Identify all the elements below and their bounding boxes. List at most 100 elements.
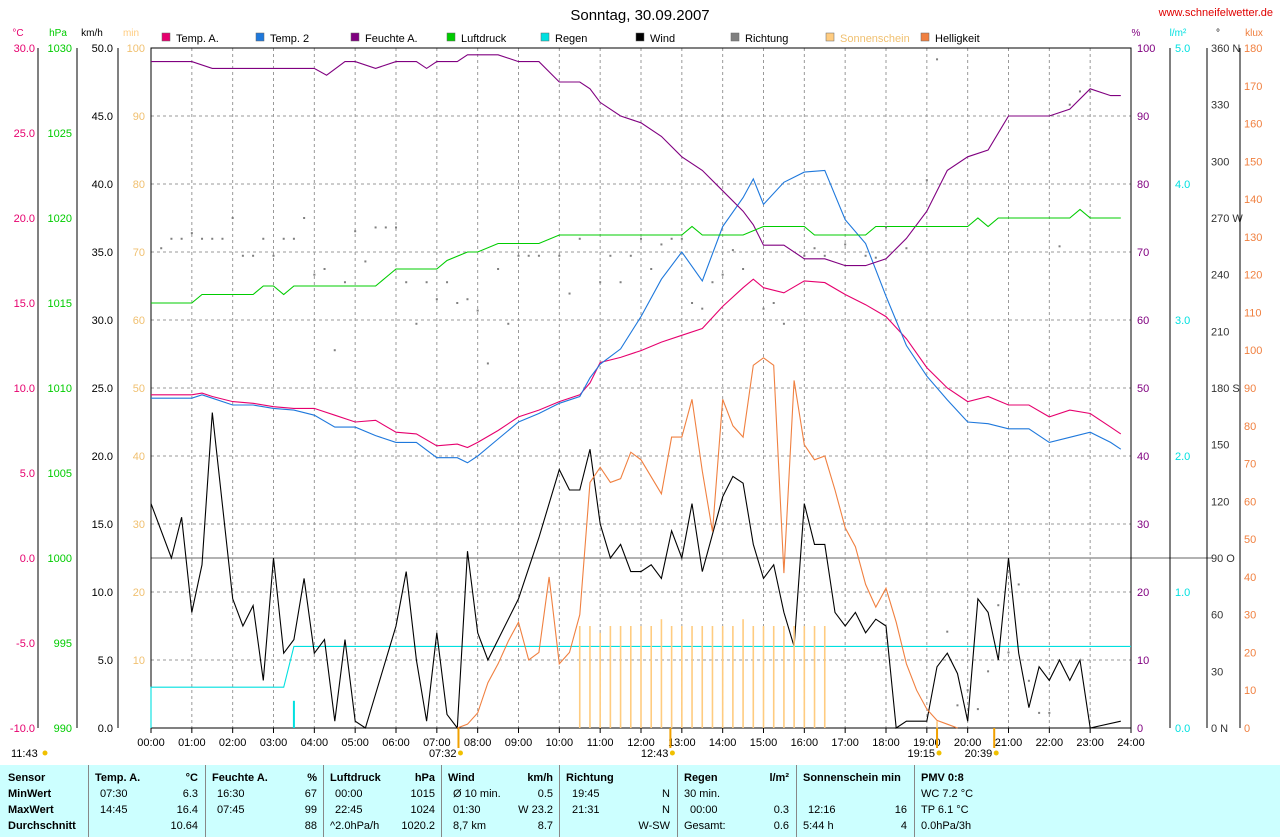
direction-point bbox=[517, 254, 520, 257]
brightness-axis-label: 100 bbox=[1244, 345, 1262, 357]
feuchte-a-line bbox=[151, 54, 1121, 267]
direction-axis-label: 330 bbox=[1211, 100, 1229, 112]
feuchte-unit: % bbox=[307, 772, 317, 784]
stats-divider bbox=[88, 765, 89, 837]
direction-point bbox=[272, 254, 275, 257]
humidity-axis-label: 10 bbox=[1137, 655, 1149, 667]
sunshine-axis-label: 60 bbox=[133, 315, 145, 327]
brightness-axis-label: 120 bbox=[1244, 270, 1262, 282]
legend-label: Sonnenschein bbox=[840, 33, 910, 45]
weather-chart: Sonntag, 30.09.2007 www.schneifelwetter.… bbox=[0, 0, 1280, 762]
brightness-axis-label: 40 bbox=[1244, 572, 1256, 584]
legend-swatch bbox=[635, 32, 645, 42]
wind-axis-label: 50.0 bbox=[92, 43, 113, 55]
legend-label: Temp. 2 bbox=[270, 33, 309, 45]
legend-swatch bbox=[825, 32, 835, 42]
direction-point bbox=[823, 254, 826, 257]
wind-axis-label: 0.0 bbox=[98, 723, 113, 735]
luftdruck-unit: hPa bbox=[414, 772, 435, 784]
humidity-axis-label: 60 bbox=[1137, 315, 1149, 327]
direction-point bbox=[905, 247, 908, 250]
temp-axis-label: -10.0 bbox=[10, 723, 35, 735]
direction-axis-label: 360 N bbox=[1211, 43, 1240, 55]
direction-point bbox=[670, 237, 673, 240]
direction-point bbox=[680, 237, 683, 240]
direction-point bbox=[976, 708, 979, 711]
rain-axis-label: 3.0 bbox=[1175, 315, 1190, 327]
legend-swatch bbox=[255, 32, 265, 42]
legend-swatch bbox=[161, 32, 171, 42]
chart-background bbox=[0, 0, 1280, 762]
direction-point bbox=[1007, 651, 1010, 654]
x-tick-label: 17:00 bbox=[831, 737, 859, 749]
brightness-axis-label: 60 bbox=[1244, 496, 1256, 508]
feuchte-max-time: 07:45 bbox=[217, 804, 245, 816]
sunshine-axis-label: 70 bbox=[133, 247, 145, 259]
direction-point bbox=[1048, 711, 1051, 714]
wind-axis-label: 40.0 bbox=[92, 179, 113, 191]
legend-swatch bbox=[540, 32, 550, 42]
richtung-header: Richtung bbox=[566, 772, 614, 784]
direction-point bbox=[252, 254, 255, 257]
x-tick-label: 03:00 bbox=[260, 737, 288, 749]
temp-axis-label: 0.0 bbox=[20, 553, 35, 565]
humidity-axis-label: 100 bbox=[1137, 43, 1155, 55]
direction-point bbox=[1078, 90, 1081, 93]
brightness-axis-label: 130 bbox=[1244, 232, 1262, 244]
feuchte-average: 88 bbox=[304, 820, 317, 832]
direction-point bbox=[231, 217, 234, 219]
direction-point bbox=[701, 307, 704, 310]
legend-swatch bbox=[920, 32, 930, 42]
stats-divider bbox=[205, 765, 206, 837]
brightness-axis-label: 110 bbox=[1244, 307, 1262, 319]
wind-axis-label: 5.0 bbox=[98, 655, 113, 667]
wind-axis-label: 45.0 bbox=[92, 111, 113, 123]
direction-point bbox=[987, 670, 990, 673]
sonne-max-time: 12:16 bbox=[808, 804, 836, 816]
regen-max-value: 0.3 bbox=[773, 804, 789, 816]
humidity-axis-label: 0 bbox=[1137, 723, 1143, 735]
brightness-axis-label: 20 bbox=[1244, 647, 1256, 659]
wind-max-value: W 23.2 bbox=[518, 804, 553, 816]
direction-point bbox=[997, 604, 1000, 607]
direction-point bbox=[384, 226, 387, 229]
direction-point bbox=[803, 254, 806, 257]
direction-point bbox=[446, 281, 449, 284]
brightness-axis-label: 70 bbox=[1244, 459, 1256, 471]
direction-point bbox=[211, 237, 214, 240]
direction-point bbox=[1058, 245, 1061, 248]
luftdruck-header: Luftdruck bbox=[330, 772, 381, 784]
unit-header-left: hPa bbox=[49, 28, 67, 39]
direction-point bbox=[782, 322, 785, 325]
sun-event-icon bbox=[993, 750, 999, 756]
legend-label: Regen bbox=[555, 33, 587, 45]
unit-header-left: km/h bbox=[81, 28, 103, 39]
brightness-axis-label: 150 bbox=[1244, 156, 1262, 168]
direction-point bbox=[864, 254, 867, 257]
stats-row-max: MaxWert bbox=[8, 804, 54, 816]
luftdruck-min-time: 00:00 bbox=[335, 788, 363, 800]
website-link[interactable]: www.schneifelwetter.de bbox=[1158, 7, 1273, 19]
stats-divider bbox=[914, 765, 915, 837]
direction-axis-label: 300 bbox=[1211, 156, 1229, 168]
x-tick-label: 04:00 bbox=[301, 737, 329, 749]
sunshine-axis-label: 100 bbox=[127, 43, 145, 55]
humidity-axis-label: 30 bbox=[1137, 519, 1149, 531]
x-tick-label: 11:00 bbox=[587, 737, 614, 749]
temp-axis-label: 30.0 bbox=[14, 43, 35, 55]
brightness-axis-label: 90 bbox=[1244, 383, 1256, 395]
unit-header-right: klux bbox=[1245, 28, 1263, 39]
sun-event-icon bbox=[42, 750, 48, 756]
sunshine-axis-label: 10 bbox=[133, 655, 145, 667]
wind-header: Wind bbox=[448, 772, 475, 784]
temp-axis-label: 10.0 bbox=[14, 383, 35, 395]
sonne-count: 4 bbox=[900, 820, 907, 832]
direction-point bbox=[364, 260, 367, 263]
wind-unit: km/h bbox=[527, 772, 553, 784]
x-tick-label: 01:00 bbox=[178, 737, 206, 749]
x-tick-label: 24:00 bbox=[1117, 737, 1145, 749]
rain-axis-label: 1.0 bbox=[1175, 587, 1190, 599]
pmv-dewpoint: TP 6.1 °C bbox=[921, 804, 969, 816]
brightness-axis-label: 0 bbox=[1244, 723, 1250, 735]
x-tick-label: 06:00 bbox=[382, 737, 410, 749]
